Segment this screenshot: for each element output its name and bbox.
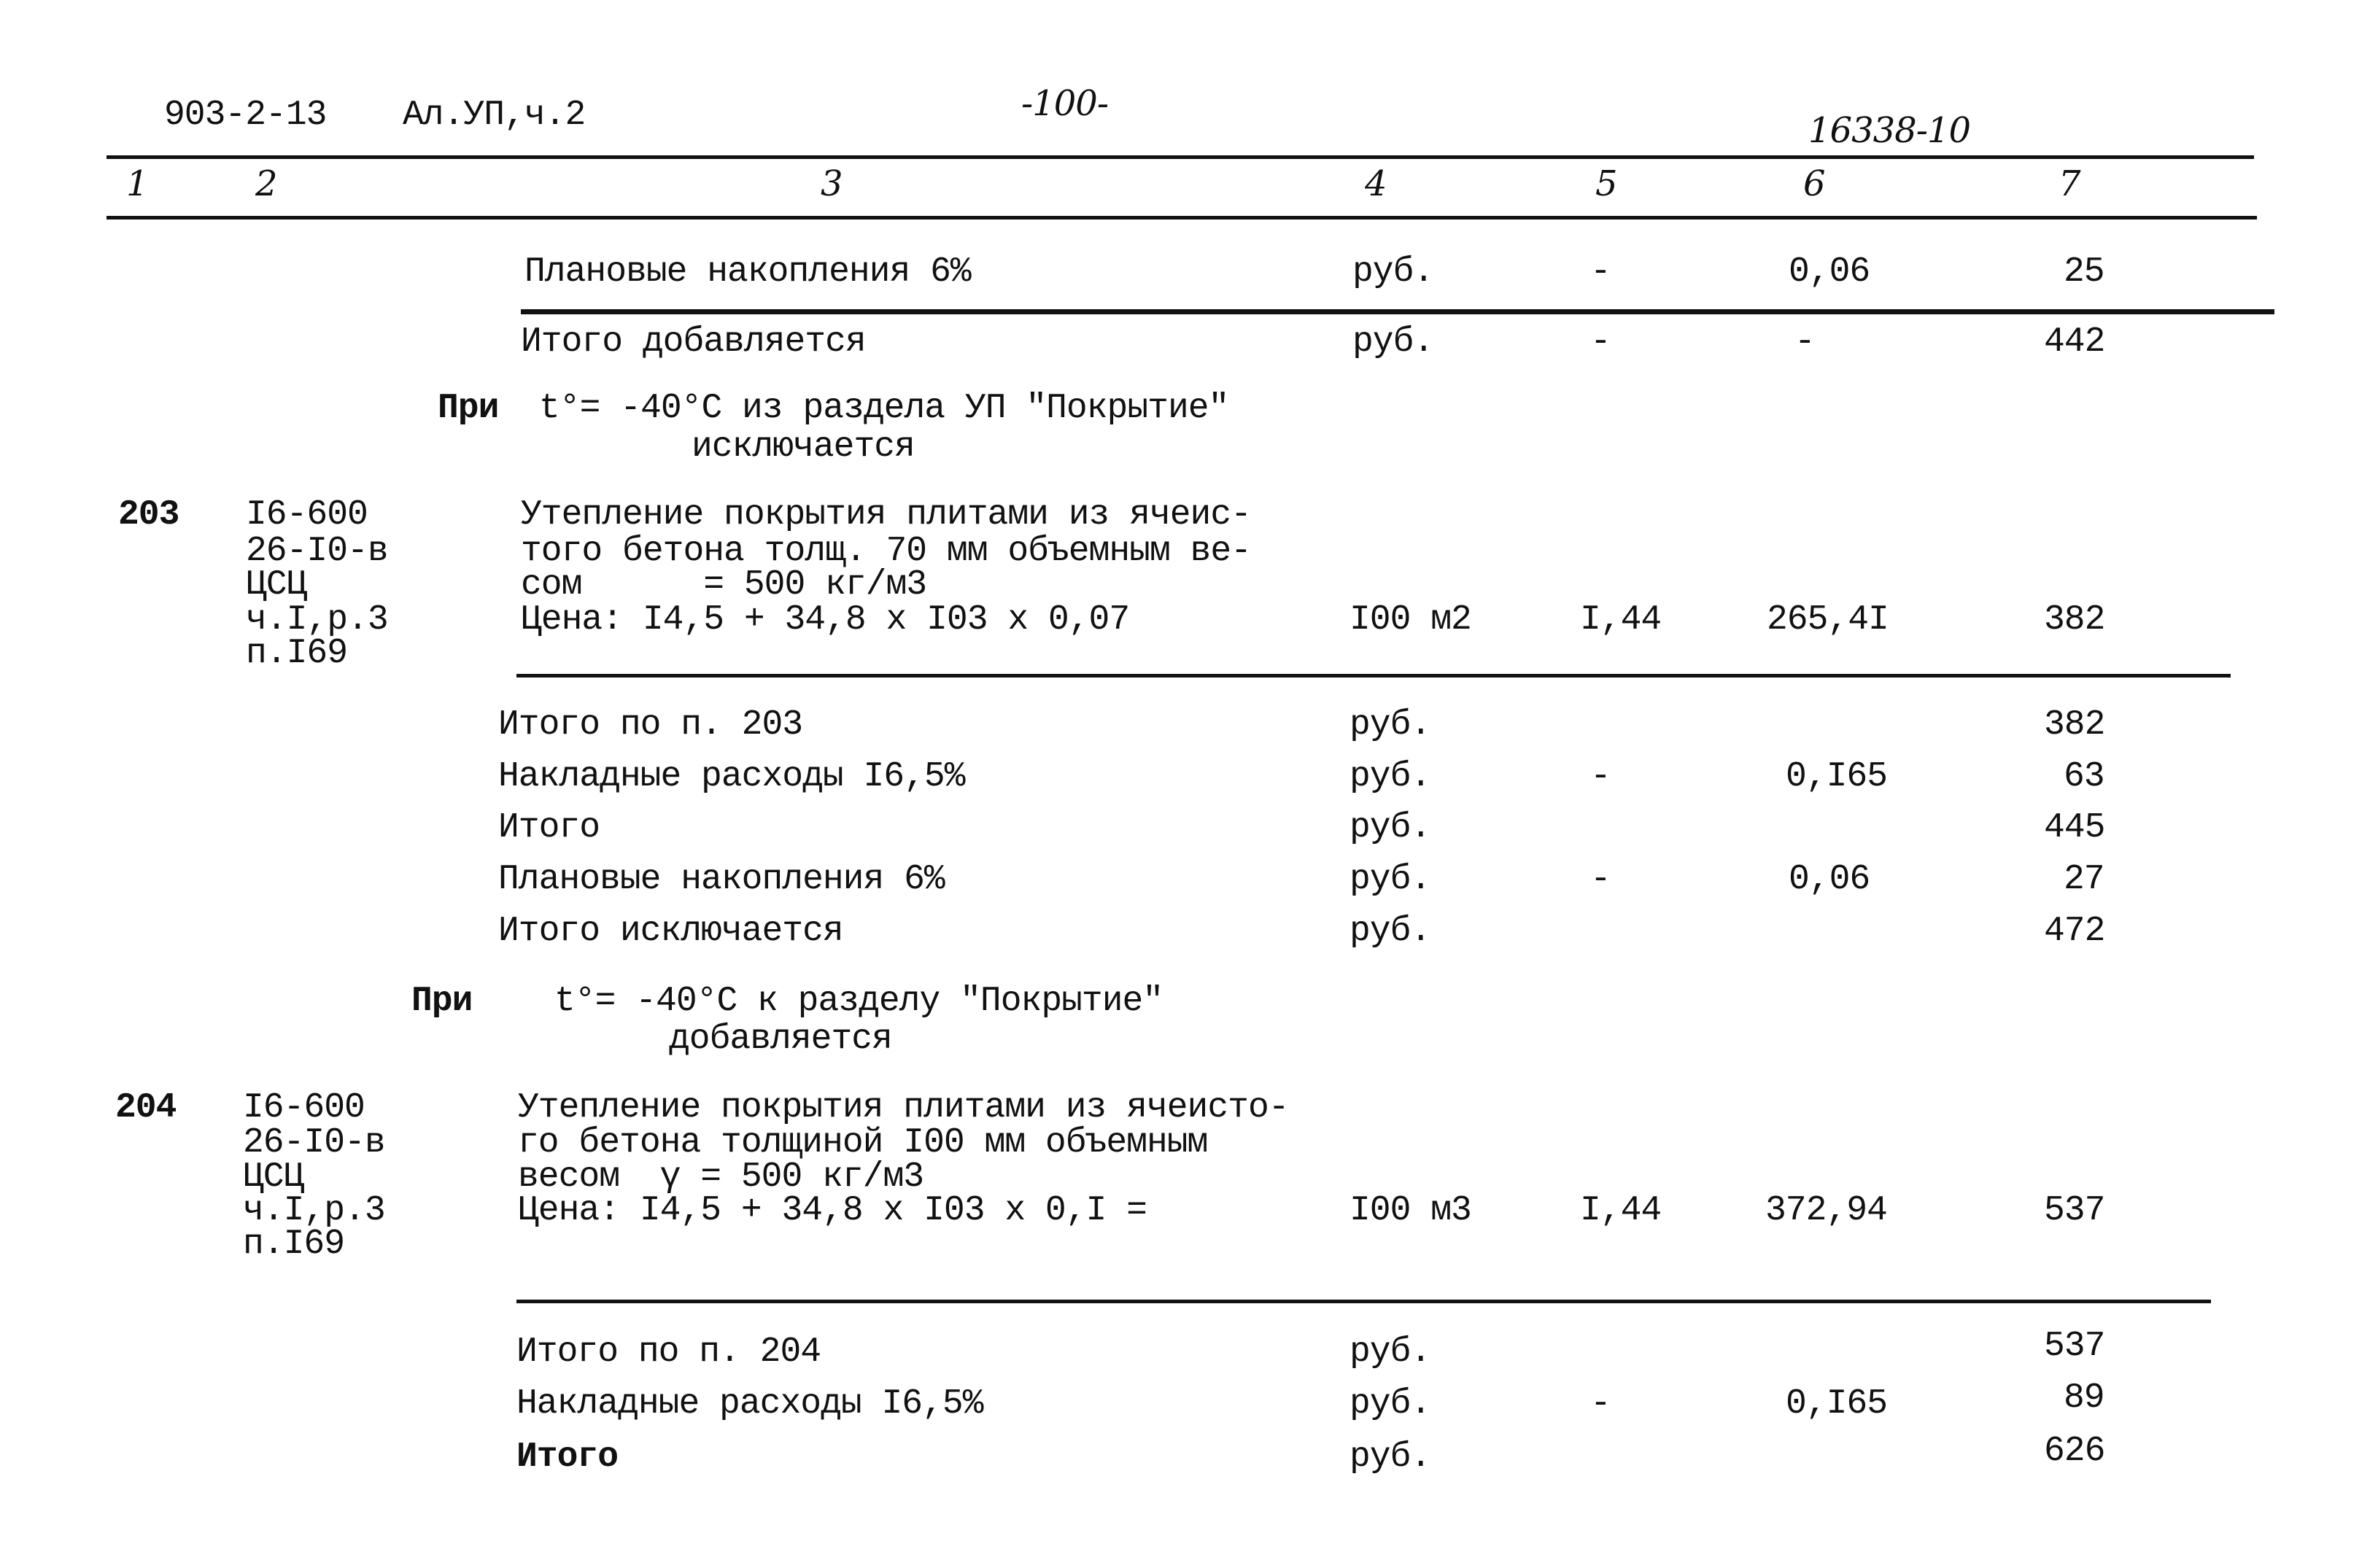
item-ref: ЦСЦ (246, 565, 307, 605)
row-amount: 382 (2044, 705, 2105, 745)
note-text: исключается (692, 427, 915, 467)
table-top-rule (107, 155, 2254, 159)
item-ref: п.I69 (246, 634, 348, 673)
item-ref: ч.I,р.3 (246, 600, 389, 640)
row-amount: 63 (2064, 757, 2105, 796)
row-unit: руб. (1349, 860, 1431, 899)
row-text: Итого (498, 808, 600, 847)
row-amount: 472 (2044, 912, 2105, 951)
row-rate: 0,I65 (1786, 757, 1888, 796)
row-text: Плановые накопления 6% (498, 860, 945, 899)
row-unit: руб. (1352, 322, 1434, 362)
item-coef: I,44 (1580, 1191, 1662, 1230)
row-text: Итого добавляется (521, 322, 867, 362)
row-amount: 626 (2044, 1432, 2105, 1471)
item-desc: го бетона толщиной I00 мм объемным (518, 1123, 1208, 1163)
item-unit: I00 м3 (1349, 1191, 1472, 1230)
column-number: 7 (2059, 163, 2081, 204)
column-number: 3 (821, 163, 843, 204)
item-amount: 382 (2044, 600, 2105, 640)
column-number: 4 (1365, 163, 1387, 204)
item-ref: ч.I,р.3 (243, 1191, 386, 1230)
item-desc: сом = 500 кг/м3 (521, 565, 927, 605)
note-prefix: При (411, 982, 473, 1021)
item-ref: ЦСЦ (243, 1157, 304, 1197)
row-coef: - (1590, 322, 1611, 362)
row-text: Итого по п. 203 (498, 705, 803, 745)
item-desc: Цена: I4,5 + 34,8 x I03 x 0,I = (518, 1191, 1147, 1230)
note-text: добавляется (669, 1020, 893, 1059)
item-desc: Утепление покрытия плитами из ячеисто- (518, 1088, 1290, 1128)
row-rate: 0,I65 (1786, 1384, 1888, 1424)
item-rate: 372,94 (1765, 1191, 1888, 1230)
item-number: 204 (115, 1088, 177, 1128)
row-unit: руб. (1349, 912, 1431, 951)
row-amount: 537 (2044, 1327, 2105, 1366)
row-unit: руб. (1349, 757, 1431, 796)
row-text: Итого по п. 204 (516, 1332, 821, 1372)
row-unit: руб. (1349, 1332, 1431, 1372)
row-unit: руб. (1349, 808, 1431, 847)
row-unit: руб. (1349, 1437, 1431, 1477)
item-number: 203 (118, 495, 179, 535)
item-amount: 537 (2044, 1191, 2105, 1230)
row-amount: 25 (2064, 252, 2105, 292)
table-header-rule (107, 216, 2257, 220)
row-amount: 442 (2044, 322, 2105, 362)
item-ref: 26-I0-в (246, 532, 389, 571)
item-rule (516, 1300, 2211, 1303)
item-unit: I00 м2 (1349, 600, 1472, 640)
item-desc: весом γ = 500 кг/м3 (518, 1157, 924, 1197)
item-ref: I6-600 (243, 1088, 365, 1128)
row-coef: - (1590, 1384, 1611, 1424)
subtotal-rule (521, 309, 2274, 314)
column-number: 5 (1595, 163, 1618, 204)
project-number: 16338-10 (1808, 110, 1971, 151)
row-rate: - (1794, 322, 1816, 362)
row-amount: 445 (2044, 808, 2105, 847)
doc-code: 903-2-13 (164, 96, 327, 135)
row-rate: 0,06 (1789, 860, 1870, 899)
row-unit: руб. (1349, 1384, 1431, 1424)
row-coef: - (1590, 252, 1611, 292)
note-prefix: При (438, 389, 499, 428)
column-number: 1 (126, 163, 149, 204)
column-number: 6 (1803, 163, 1826, 204)
item-coef: I,44 (1580, 600, 1662, 640)
item-desc: Утепление покрытия плитами из ячеис- (521, 495, 1252, 535)
row-text: Итого (516, 1437, 619, 1477)
row-unit: руб. (1352, 252, 1434, 292)
row-text: Итого исключается (498, 912, 844, 951)
row-text: Плановые накопления 6% (524, 252, 972, 292)
row-rate: 0,06 (1789, 252, 1870, 292)
item-rate: 265,4I (1767, 600, 1889, 640)
row-coef: - (1590, 860, 1611, 899)
item-ref: 26-I0-в (243, 1123, 386, 1163)
row-text: Накладные расходы I6,5% (516, 1384, 984, 1424)
row-amount: 89 (2064, 1378, 2105, 1418)
row-unit: руб. (1349, 705, 1431, 745)
note-text: t°= -40°С из раздела УП "Покрытие" (539, 389, 1229, 428)
note-text: t°= -40°С к разделу "Покрытие" (554, 982, 1163, 1021)
row-coef: - (1590, 757, 1611, 796)
item-desc: Цена: I4,5 + 34,8 x I03 x 0,07 (521, 600, 1130, 640)
column-number: 2 (255, 163, 278, 204)
album-label: Ал.УП,ч.2 (403, 96, 586, 135)
item-desc: того бетона толщ. 70 мм объемным ве- (521, 532, 1252, 571)
item-ref: I6-600 (246, 495, 368, 535)
row-amount: 27 (2064, 860, 2105, 899)
item-ref: п.I69 (243, 1224, 345, 1264)
item-rule (516, 674, 2231, 678)
page-number: -100- (1021, 83, 1109, 124)
row-text: Накладные расходы I6,5% (498, 757, 966, 796)
